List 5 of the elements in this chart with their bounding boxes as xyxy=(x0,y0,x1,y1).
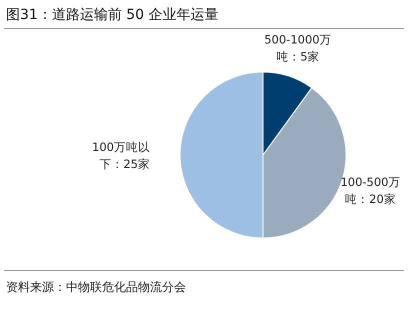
text: 资料来源：中物联危化品物流分会 xyxy=(6,279,186,296)
slice-label: 100-500万吨：20家 xyxy=(340,174,400,206)
slice-label: 500-1000万吨：5家 xyxy=(264,32,332,64)
slice-label: 100万吨以下：25家 xyxy=(92,140,150,171)
chart-title: 图31：道路运输前 50 企业年运量 xyxy=(6,6,219,24)
